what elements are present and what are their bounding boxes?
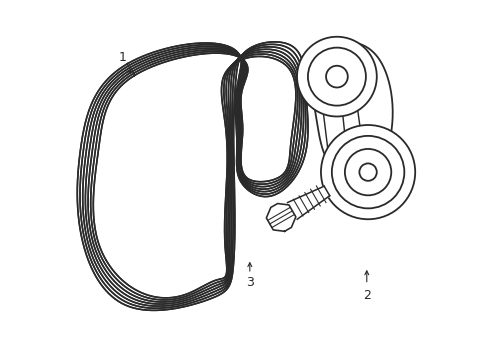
Circle shape — [296, 37, 376, 117]
Polygon shape — [266, 203, 295, 231]
Polygon shape — [305, 42, 392, 177]
Text: 3: 3 — [245, 276, 253, 289]
Polygon shape — [93, 53, 295, 298]
Text: 2: 2 — [362, 289, 370, 302]
Polygon shape — [287, 186, 329, 219]
Text: 1: 1 — [118, 51, 126, 64]
Polygon shape — [77, 42, 307, 310]
Circle shape — [320, 125, 414, 219]
